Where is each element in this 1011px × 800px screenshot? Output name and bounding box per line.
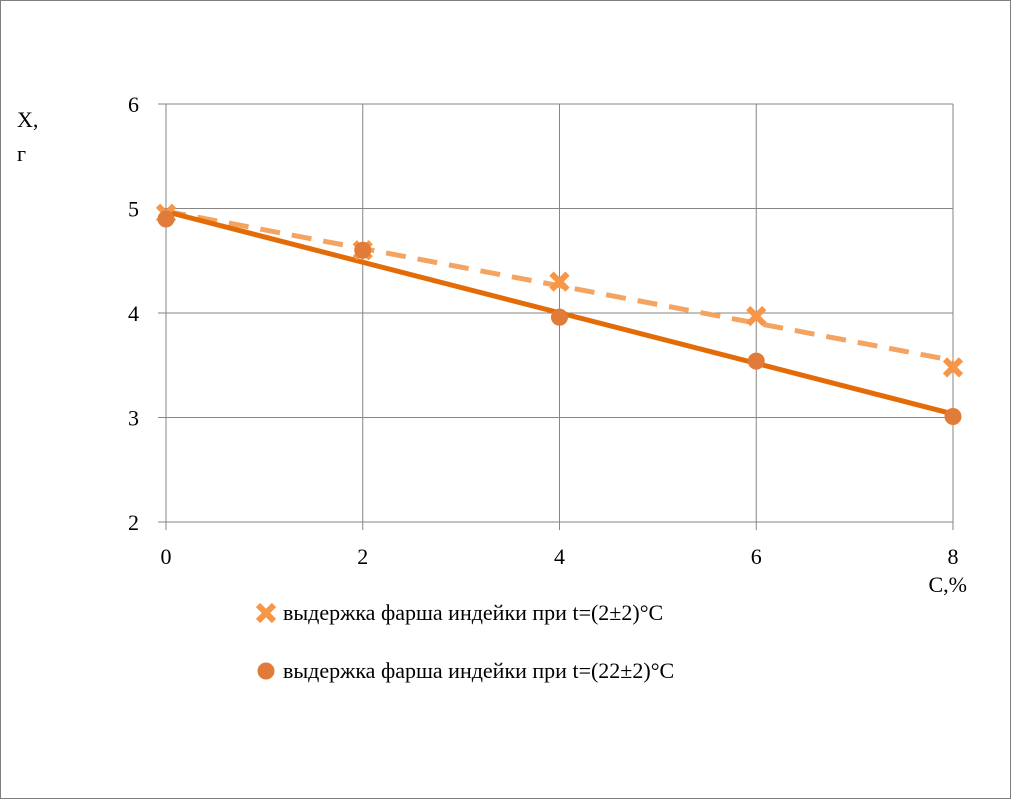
series-1-point-3: [549, 271, 570, 292]
legend-label-series-1: выдержка фарша индейки при t=(2±2)°С: [283, 600, 663, 625]
y-tick-label: 3: [128, 406, 139, 431]
series-2-point-2: [354, 241, 372, 259]
legend-item-series-2: выдержка фарша индейки при t=(22±2)°С: [257, 658, 674, 683]
legend: выдержка фарша индейки при t=(2±2)°С выд…: [255, 600, 674, 683]
x-tick-label: 4: [554, 544, 565, 569]
legend-marker-circle-icon: [257, 662, 275, 680]
x-tick-label: 6: [751, 544, 762, 569]
legend-marker-x-icon: [255, 602, 277, 624]
legend-x-glyph: [255, 602, 277, 624]
legend-item-series-1: выдержка фарша индейки при t=(2±2)°С: [255, 600, 663, 625]
series-2-point-5: [944, 407, 962, 425]
series-1-point-4: [746, 306, 767, 327]
x-tick-label: 8: [948, 544, 959, 569]
y-tick-label: 2: [128, 510, 139, 535]
x-tick-label: 2: [357, 544, 368, 569]
y-axis-title-line-1: X,: [17, 107, 38, 132]
x-axis-title: C,%: [929, 572, 968, 597]
y-tick-label: 6: [128, 92, 139, 117]
series-2-point-4: [747, 352, 765, 370]
series-1-point-5: [942, 357, 964, 378]
y-axis-title-line-2: г: [17, 141, 26, 166]
series-2-point-1: [157, 210, 175, 228]
y-tick-label: 5: [128, 197, 139, 222]
legend-dot-glyph: [257, 662, 275, 680]
legend-label-series-2: выдержка фарша индейки при t=(22±2)°С: [283, 658, 674, 683]
x-tick-label: 0: [161, 544, 172, 569]
series-2-point-3: [551, 308, 568, 326]
axes: [158, 103, 954, 530]
y-tick-label: 4: [128, 301, 139, 326]
series-markers: [155, 203, 964, 425]
